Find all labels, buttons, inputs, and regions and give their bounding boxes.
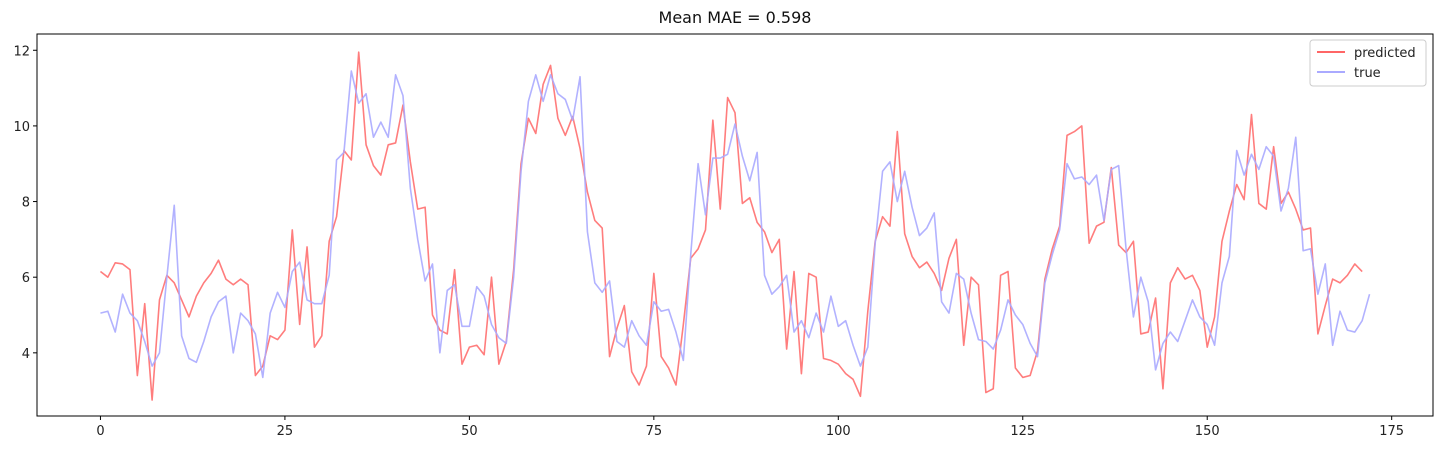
y-tick-label: 4 bbox=[22, 347, 30, 362]
legend-label-true: true bbox=[1354, 66, 1381, 81]
x-tick-label: 50 bbox=[461, 424, 478, 439]
x-tick-label: 100 bbox=[826, 424, 851, 439]
legend-label-predicted: predicted bbox=[1354, 46, 1416, 61]
y-tick-label: 10 bbox=[13, 120, 30, 135]
x-tick-label: 25 bbox=[277, 424, 294, 439]
x-tick-label: 75 bbox=[646, 424, 663, 439]
plot-area: 0 25 50 75 100 125 150 175 4 6 8 10 12 bbox=[13, 33, 1434, 439]
y-tick-label: 6 bbox=[22, 271, 30, 286]
chart-title: Mean MAE = 0.598 bbox=[659, 8, 812, 27]
y-tick-label: 8 bbox=[22, 196, 30, 211]
y-tick-label: 12 bbox=[13, 44, 30, 59]
axes-frame bbox=[36, 33, 1434, 417]
x-tick-label: 150 bbox=[1195, 424, 1220, 439]
series-line-true bbox=[100, 70, 1371, 379]
x-tick-label: 125 bbox=[1010, 424, 1035, 439]
legend: predicted true bbox=[1309, 39, 1427, 87]
x-tick-label: 0 bbox=[96, 424, 104, 439]
series-line-predicted bbox=[99, 51, 1363, 401]
x-tick-label: 175 bbox=[1379, 424, 1404, 439]
